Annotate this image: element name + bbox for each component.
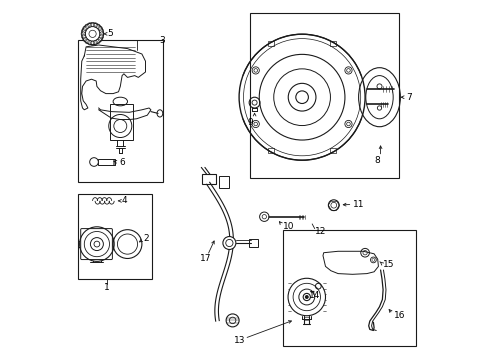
Text: 8: 8 <box>373 156 379 166</box>
Text: 5: 5 <box>107 30 113 39</box>
Bar <box>329 41 335 46</box>
Circle shape <box>80 227 114 261</box>
Bar <box>268 148 274 153</box>
Text: 7: 7 <box>406 93 411 102</box>
Text: 3: 3 <box>159 36 164 45</box>
Circle shape <box>81 23 103 45</box>
Text: 14: 14 <box>308 291 319 300</box>
Bar <box>78 40 163 182</box>
Circle shape <box>287 278 325 316</box>
Text: 16: 16 <box>393 310 404 320</box>
Bar <box>202 174 216 184</box>
Circle shape <box>89 158 98 166</box>
Text: 17: 17 <box>199 253 210 263</box>
Bar <box>98 159 115 165</box>
Bar <box>268 41 274 46</box>
Bar <box>249 239 258 247</box>
Circle shape <box>223 237 235 249</box>
Bar <box>283 230 415 346</box>
Text: 6: 6 <box>119 158 125 166</box>
Text: 10: 10 <box>283 222 294 231</box>
Text: 13: 13 <box>234 336 245 345</box>
Text: 1: 1 <box>104 284 110 292</box>
Text: 2: 2 <box>143 234 149 243</box>
Circle shape <box>305 296 307 298</box>
Text: 4: 4 <box>122 197 127 205</box>
Bar <box>249 13 399 178</box>
Bar <box>219 176 229 188</box>
Bar <box>329 148 335 153</box>
Text: 15: 15 <box>382 260 393 269</box>
Text: 12: 12 <box>314 227 325 236</box>
Text: 11: 11 <box>352 200 364 209</box>
Text: 9: 9 <box>247 118 253 127</box>
Bar <box>78 194 152 279</box>
Bar <box>109 104 133 140</box>
